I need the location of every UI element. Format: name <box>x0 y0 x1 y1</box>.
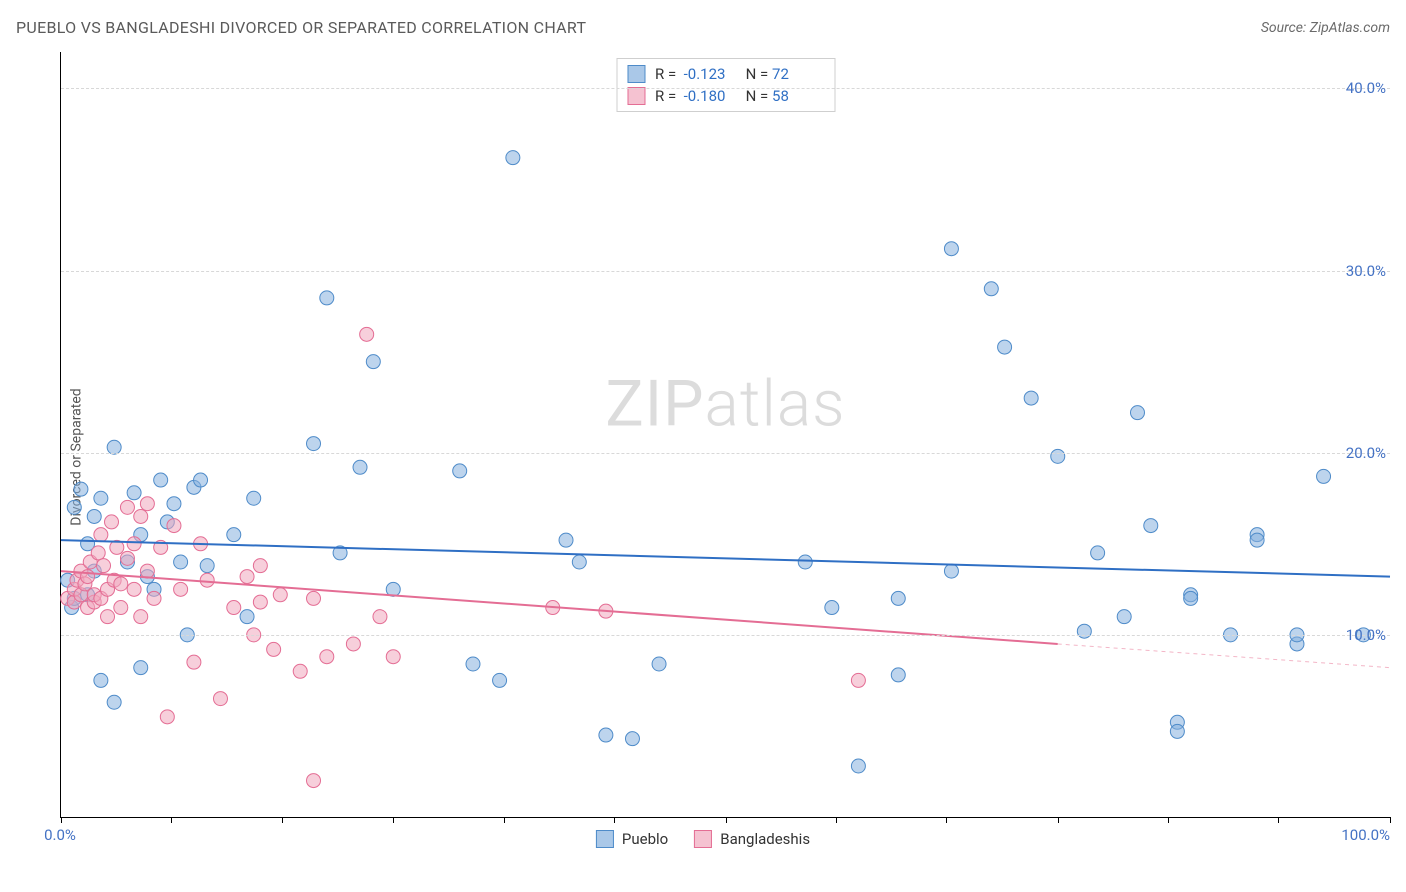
y-tick-label: 30.0% <box>1346 262 1386 280</box>
chart-container: Divorced or Separated ZIPatlas R = -0.12… <box>16 52 1390 862</box>
y-tick-label: 20.0% <box>1346 444 1386 462</box>
x-axis-label-max: 100.0% <box>1341 826 1390 844</box>
plot-area: ZIPatlas R = -0.123 N = 72 R = -0.180 N … <box>60 52 1390 818</box>
y-tick-label: 10.0% <box>1346 626 1386 644</box>
legend-item-pueblo: Pueblo <box>596 830 668 848</box>
legend-label-pueblo: Pueblo <box>622 830 668 848</box>
swatch-bangladeshi-icon <box>694 830 712 848</box>
chart-title: PUEBLO VS BANGLADESHI DIVORCED OR SEPARA… <box>16 18 586 37</box>
legend-label-bangladeshi: Bangladeshis <box>720 830 810 848</box>
x-axis-label-min: 0.0% <box>44 826 76 844</box>
series-legend: Pueblo Bangladeshis <box>596 830 810 848</box>
swatch-pueblo-icon <box>596 830 614 848</box>
scatter-svg <box>61 52 1390 817</box>
y-tick-label: 40.0% <box>1346 79 1386 97</box>
legend-item-bangladeshi: Bangladeshis <box>694 830 810 848</box>
source-attribution: Source: ZipAtlas.com <box>1261 20 1390 36</box>
